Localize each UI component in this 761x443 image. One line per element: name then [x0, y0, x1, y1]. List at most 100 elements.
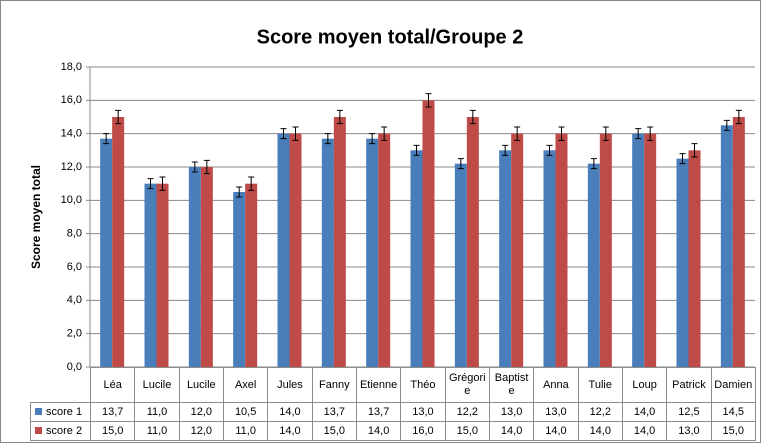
- bar: [321, 138, 334, 367]
- error-bar: [723, 119, 730, 131]
- bar: [422, 100, 435, 367]
- bar: [188, 167, 201, 367]
- error-bar: [457, 158, 464, 170]
- bar: [366, 138, 379, 367]
- table-value: 14,0: [267, 402, 313, 422]
- data-table: Léa Lucile Lucile Axel Jules Fanny Etienne Théo…: [30, 367, 756, 441]
- legend-entry: score 2: [30, 421, 91, 441]
- bar: [632, 133, 645, 367]
- table-value: 13,7: [89, 402, 136, 422]
- y-tick-label: 8,0: [67, 228, 82, 240]
- table-value: 11,0: [134, 421, 180, 441]
- error-bar: [248, 176, 255, 191]
- table-value: 14,0: [267, 421, 313, 441]
- error-bar: [502, 144, 509, 156]
- x-tick-label: Anna: [533, 367, 579, 403]
- error-bar: [691, 143, 698, 158]
- bar: [277, 133, 290, 367]
- table-value: 13,7: [355, 402, 402, 422]
- error-bar: [679, 153, 686, 165]
- table-value: 13,7: [311, 402, 357, 422]
- table-value: 14,0: [621, 402, 668, 422]
- error-bar: [147, 178, 154, 190]
- table-value: 15,0: [89, 421, 136, 441]
- bar: [676, 158, 689, 367]
- x-tick-label: Lucile: [178, 367, 224, 403]
- table-value: 14,0: [621, 421, 668, 441]
- bar: [333, 117, 346, 367]
- table-value: 13,0: [488, 402, 535, 422]
- table-value: 14,0: [577, 421, 623, 441]
- bar: [144, 183, 157, 367]
- x-tick-label: Tulie: [577, 367, 623, 403]
- legend-key: [35, 427, 42, 434]
- table-value: 15,0: [710, 421, 756, 441]
- error-bar: [590, 158, 597, 170]
- error-bar: [647, 126, 654, 141]
- table-value: 13,0: [533, 402, 579, 422]
- bar: [555, 133, 568, 367]
- error-bar: [469, 109, 476, 125]
- error-bar: [369, 133, 376, 145]
- bar: [289, 133, 302, 367]
- bar: [156, 183, 169, 367]
- y-axis-label: Score moyen total: [29, 165, 43, 269]
- table-value: 13,0: [400, 402, 446, 422]
- bar: [543, 150, 556, 367]
- y-tick-label: 10,0: [61, 194, 82, 206]
- y-tick-label: 12,0: [61, 161, 82, 173]
- bar: [466, 117, 479, 367]
- x-tick-label: Grégorie: [444, 367, 490, 403]
- table-value: 15,0: [311, 421, 357, 441]
- bar: [233, 192, 246, 367]
- bar: [720, 125, 733, 367]
- error-bar: [103, 133, 110, 145]
- y-tick-label: 16,0: [61, 94, 82, 106]
- x-tick-label: Axel: [222, 367, 269, 403]
- table-value: 11,0: [222, 421, 269, 441]
- table-value: 13,0: [666, 421, 712, 441]
- table-value: 10,5: [222, 402, 269, 422]
- y-tick-label: 18,0: [61, 61, 82, 73]
- legend-label: score 2: [46, 425, 83, 437]
- table-value: 14,0: [533, 421, 579, 441]
- chart-title: Score moyen total/Groupe 2: [257, 26, 524, 48]
- table-value: 14,5: [710, 402, 756, 422]
- table-value: 12,2: [577, 402, 623, 422]
- y-tick-label: 2,0: [67, 328, 82, 340]
- bar: [100, 138, 113, 367]
- x-tick-label: Loup: [621, 367, 668, 403]
- error-bar: [280, 128, 287, 140]
- table-value: 14,0: [488, 421, 535, 441]
- bar: [587, 163, 600, 367]
- table-value: 12,2: [444, 402, 490, 422]
- error-bar: [203, 159, 210, 175]
- error-bar: [292, 126, 299, 141]
- bar: [454, 163, 467, 367]
- error-bar: [159, 176, 166, 191]
- y-tick-label: 6,0: [67, 261, 82, 273]
- corner-cell: [30, 367, 91, 403]
- error-bar: [115, 109, 122, 125]
- table-value: 15,0: [444, 421, 490, 441]
- legend-entry: score 1: [30, 402, 91, 422]
- bar: [499, 150, 512, 367]
- x-tick-label: Fanny: [311, 367, 357, 403]
- x-tick-label: Jules: [267, 367, 313, 403]
- error-bar: [381, 126, 388, 141]
- error-bar: [735, 109, 742, 125]
- bar: [378, 133, 391, 367]
- bar: [688, 150, 701, 367]
- bar: [200, 167, 213, 367]
- x-tick-label: Patrick: [666, 367, 712, 403]
- x-tick-label: Damien: [710, 367, 756, 403]
- table-value: 16,0: [400, 421, 446, 441]
- series-row: score 2 15,0 11,0 12,0 11,0 14,0 15,0 14,0 16,0 1…: [30, 421, 756, 441]
- legend-label: score 1: [46, 406, 83, 418]
- error-bar: [413, 144, 420, 156]
- error-bar: [635, 128, 642, 140]
- table-value: 11,0: [134, 402, 180, 422]
- error-bar: [514, 126, 521, 141]
